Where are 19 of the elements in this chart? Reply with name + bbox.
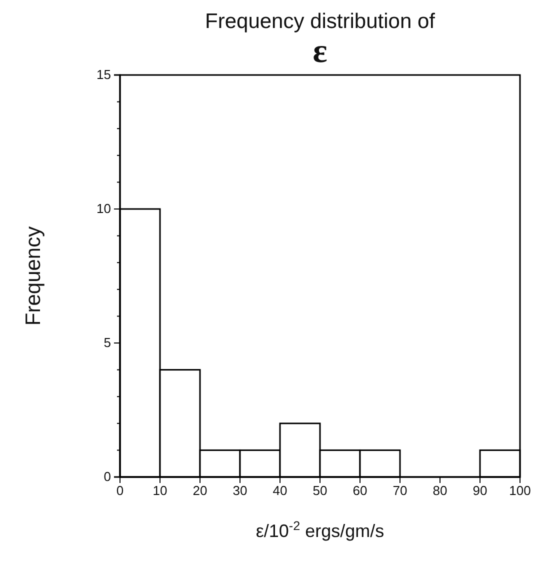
x-tick-label: 30 [232,483,248,498]
x-tick-label: 60 [352,483,368,498]
x-tick-label: 40 [272,483,288,498]
x-tick-label: 80 [432,483,448,498]
y-tick-label: 10 [96,201,111,216]
x-tick-label: 20 [192,483,208,498]
x-tick-label: 100 [509,483,531,498]
x-axis-title: ε/10$^{-2}$ ergs/gm/s [256,519,384,541]
y-axis-title: Frequency [22,226,45,326]
y-tick-label: 0 [104,469,111,484]
y-tick-label: 15 [96,67,111,82]
chart-subtitle: ε [312,33,328,70]
chart-title: Frequency distribution of [205,10,436,33]
x-tick-label: 70 [392,483,408,498]
x-tick-label: 50 [312,483,328,498]
x-tick-label: 0 [116,483,124,498]
x-tick-label: 10 [152,483,168,498]
y-tick-label: 5 [104,335,111,350]
x-tick-label: 90 [472,483,488,498]
